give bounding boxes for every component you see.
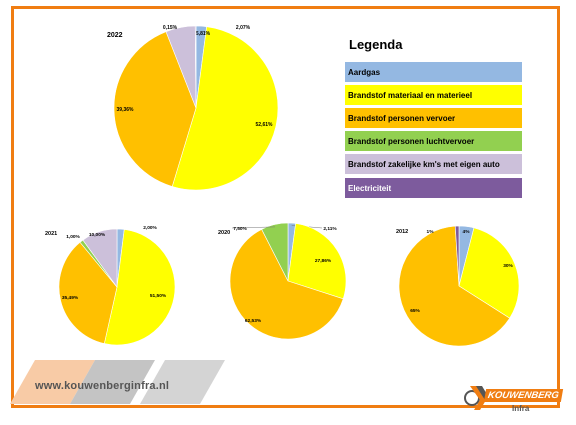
- chart-title: 2022: [107, 32, 123, 39]
- pie-chart-2012: 4% 30% 65% 1% 2012: [396, 225, 520, 347]
- legend-item: Brandstof personen vervoer: [345, 108, 522, 128]
- stripe-grey-1: [70, 360, 155, 404]
- data-label: 2,11%: [323, 226, 337, 232]
- pie-slice: [287, 223, 347, 300]
- pie-slice: [229, 228, 344, 340]
- page-frame: [11, 6, 560, 408]
- pie-slice: [171, 26, 279, 191]
- data-label: 1%: [427, 229, 435, 235]
- logo-sub: Infra: [512, 404, 530, 413]
- data-label: 1,00%: [66, 234, 80, 240]
- pie-chart-2021: 2,00% 51,50% 35,49% 1,00% 10,00% 2021: [45, 225, 176, 346]
- data-label: 4%: [463, 229, 471, 235]
- data-label: 52,61%: [256, 122, 274, 128]
- data-label: 62,53%: [245, 318, 262, 324]
- pie-slice: [82, 228, 118, 288]
- data-label: 10,00%: [89, 232, 106, 238]
- data-label: 5,81%: [196, 31, 211, 37]
- legend-item: Brandstof materiaal en materieel: [345, 85, 522, 105]
- data-label: 27,86%: [315, 258, 332, 264]
- data-label: 30%: [503, 263, 513, 269]
- pie-slice: [58, 241, 118, 344]
- data-label: 7,50%: [233, 226, 247, 232]
- pie-chart-2022: 2,07% 52,61% 39,36% 5,81% 0,15% 2022: [107, 25, 279, 191]
- chart-title: 2020: [218, 230, 230, 236]
- pie-chart-2020: 2,11% 27,86% 62,53% 7,50%2020: [218, 222, 347, 340]
- pie-slice: [398, 225, 511, 347]
- pie-slice: [261, 222, 289, 282]
- pie-slice: [194, 25, 197, 109]
- background-stripes: [10, 360, 225, 404]
- data-label: 51,50%: [150, 293, 167, 299]
- legend-item: Brandstof personen luchtvervoer: [345, 131, 522, 151]
- stripe-grey-2: [140, 360, 225, 404]
- chart-title: 2012: [396, 229, 408, 235]
- company-logo: KOUWENBERG Infra: [462, 380, 563, 414]
- legend-item: Electriciteit: [345, 178, 522, 198]
- data-label: 2,00%: [143, 225, 157, 231]
- chart-title: 2021: [45, 231, 57, 237]
- website-link[interactable]: www.kouwenberginfra.nl: [35, 380, 170, 392]
- leader-line: [231, 226, 276, 229]
- data-label: 2,07%: [236, 25, 251, 31]
- logo-name: KOUWENBERG: [483, 389, 563, 402]
- legend-title: Legenda: [349, 37, 403, 52]
- pie-slice: [113, 31, 197, 187]
- pie-slice: [103, 229, 176, 346]
- stripe-orange: [10, 360, 95, 404]
- pie-slice: [454, 225, 460, 287]
- legend-item: Aardgas: [345, 62, 522, 82]
- data-label: 0,15%: [163, 25, 178, 31]
- data-label: 65%: [410, 308, 420, 314]
- legend-item: Brandstof zakelijke km's met eigen auto: [345, 154, 522, 174]
- data-label: 35,49%: [62, 295, 79, 301]
- pie-slice: [458, 227, 520, 319]
- data-label: 39,36%: [117, 107, 135, 113]
